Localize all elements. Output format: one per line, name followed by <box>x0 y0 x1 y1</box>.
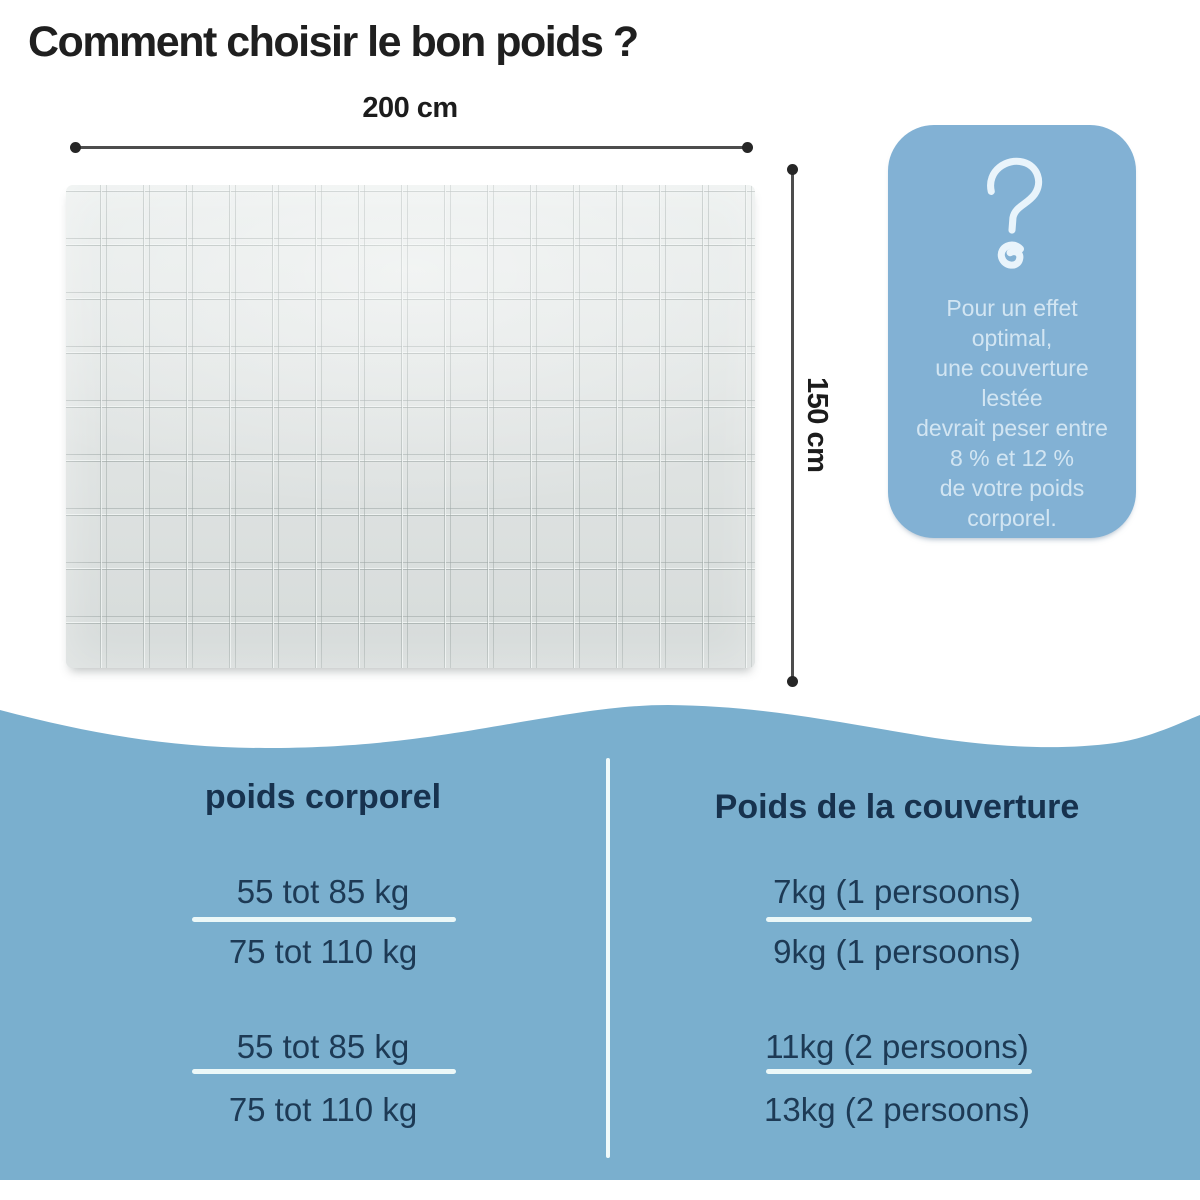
row-underline <box>766 1069 1032 1074</box>
question-mark-icon <box>987 157 1043 269</box>
blanket-weight-row: 7kg (1 persoons) <box>773 873 1021 910</box>
column-divider <box>606 758 610 1158</box>
width-arrow-line <box>74 146 748 149</box>
body-weight-row: 55 tot 85 kg <box>236 1028 410 1065</box>
width-arrow-dot-right <box>742 142 753 153</box>
info-card: Pour un effet optimal, une couverture le… <box>888 125 1136 538</box>
row-underline <box>766 917 1032 922</box>
blanket-weight-header: Poids de la couverture <box>714 788 1080 826</box>
body-weight-row: 75 tot 110 kg <box>228 933 418 970</box>
weighted-blanket-image <box>66 185 755 668</box>
row-underline <box>192 1069 456 1074</box>
body-weight-row: 75 tot 110 kg <box>228 1091 418 1128</box>
height-dimension-label: 150 cm <box>801 377 833 473</box>
blanket-weight-row: 13kg (2 persoons) <box>764 1091 1030 1128</box>
width-arrow-dot-left <box>70 142 81 153</box>
width-dimension-label: 200 cm <box>362 92 458 124</box>
height-arrow-line <box>791 168 794 682</box>
page-title: Comment choisir le bon poids ? <box>28 18 639 66</box>
height-arrow-dot-top <box>787 164 798 175</box>
body-weight-header: poids corporel <box>204 778 442 816</box>
height-arrow-dot-bottom <box>787 676 798 687</box>
info-card-text: Pour un effet optimal, une couverture le… <box>916 295 1108 531</box>
body-weight-row: 55 tot 85 kg <box>236 873 410 910</box>
blanket-weight-row: 11kg (2 persoons) <box>765 1028 1029 1065</box>
blanket-weight-row: 9kg (1 persoons) <box>773 933 1021 970</box>
wave-background <box>0 705 1200 1180</box>
row-underline <box>192 917 456 922</box>
